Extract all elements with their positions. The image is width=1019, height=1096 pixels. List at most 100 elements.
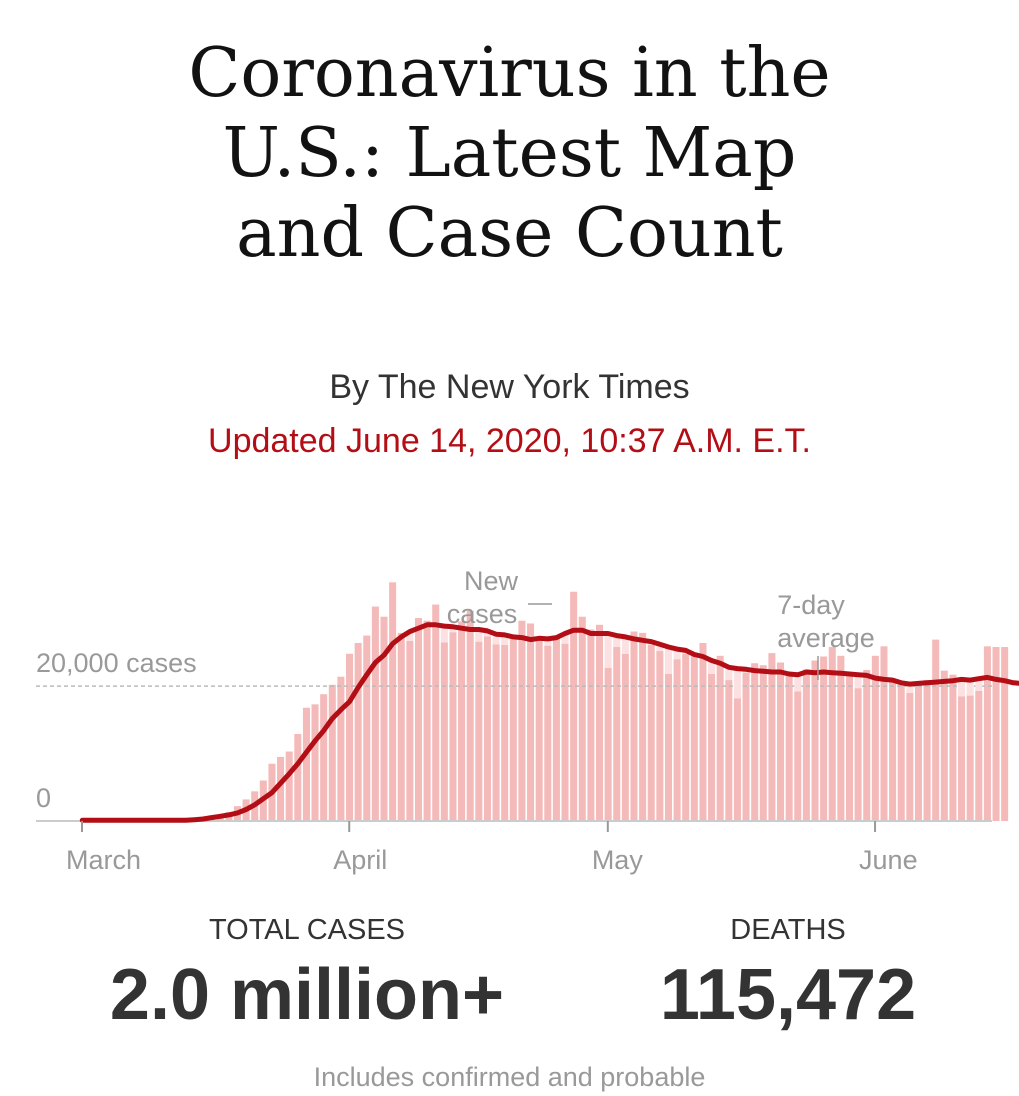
avg-gap: [733, 668, 741, 699]
bar: [492, 644, 500, 821]
bar: [742, 672, 750, 821]
bar: [897, 682, 905, 821]
x-tick-label: April: [333, 845, 387, 875]
bar: [708, 674, 716, 821]
bar: [440, 642, 448, 821]
x-axis: March April May June: [66, 821, 918, 875]
bar: [587, 629, 595, 821]
bar: [535, 637, 543, 821]
deaths-label: DEATHS: [730, 914, 846, 946]
bar: [751, 663, 759, 821]
avg-gap: [664, 647, 672, 675]
avg-gap: [492, 634, 500, 645]
bar: [302, 707, 310, 821]
bar: [449, 632, 457, 821]
bar: [794, 691, 802, 821]
bar: [983, 646, 991, 821]
bar: [906, 692, 914, 821]
bar: [346, 653, 354, 821]
bar: [716, 655, 724, 821]
x-tick-label: May: [592, 845, 644, 875]
bar: [932, 639, 940, 821]
y-tick-label: 0: [36, 783, 51, 813]
bar: [363, 635, 371, 821]
bar: [483, 636, 491, 821]
avg-gap: [725, 667, 733, 681]
y-tick-label: 20,000 cases: [36, 648, 197, 678]
avg-gap: [604, 633, 612, 668]
x-tick-label: June: [859, 845, 918, 875]
bar: [294, 734, 302, 821]
bar: [949, 674, 957, 821]
bar: [570, 591, 578, 821]
bar: [639, 632, 647, 821]
avg-gap: [544, 638, 552, 646]
bar: [992, 647, 1000, 821]
bar: [1001, 647, 1009, 821]
x-tick-label: March: [66, 845, 141, 875]
avg-gap: [613, 635, 621, 648]
avg-gap: [958, 679, 966, 697]
total-cases-value: 2.0 million+: [109, 955, 505, 1035]
bar: [397, 632, 405, 821]
bar: [785, 675, 793, 821]
avg-gap: [975, 678, 983, 691]
bar: [475, 641, 483, 821]
avg-gap: [708, 660, 716, 675]
annotation-seven-day-average: average: [777, 623, 875, 653]
bar: [880, 646, 888, 821]
avg-gap: [621, 636, 629, 654]
bar: [914, 682, 922, 821]
bar: [768, 653, 776, 821]
bar: [337, 676, 345, 821]
bar: [820, 656, 828, 821]
bar: [699, 642, 707, 821]
bar: [777, 662, 785, 821]
avg-gap: [440, 626, 448, 643]
bar: [811, 660, 819, 821]
annotation-new-cases: cases: [447, 599, 518, 629]
bar: [725, 680, 733, 821]
bar: [328, 684, 336, 821]
seven-day-average-line: [79, 622, 1019, 823]
bar: [647, 645, 655, 821]
deaths-value: 115,472: [659, 955, 917, 1035]
bar: [320, 694, 328, 821]
bar: [871, 655, 879, 821]
avg-gap: [449, 626, 457, 633]
updated-timestamp: Updated June 14, 2020, 10:37 A.M. E.T.: [208, 422, 811, 460]
avg-gap: [906, 684, 914, 693]
bar: [630, 631, 638, 821]
avg-gap: [561, 633, 569, 644]
bar: [527, 623, 535, 821]
bar: [802, 669, 810, 821]
headline: Coronavirus in the U.S.: Latest Map and …: [0, 34, 1019, 274]
bar: [311, 704, 319, 821]
bar: [466, 610, 474, 821]
avg-gap: [673, 649, 681, 660]
footnote: Includes confirmed and probable: [313, 1062, 706, 1092]
bar: [354, 642, 362, 821]
avg-gap: [406, 631, 414, 641]
bar: [656, 651, 664, 821]
byline: By The New York Times: [329, 368, 690, 406]
bar: [604, 667, 612, 821]
bar: [518, 620, 526, 821]
bar: [544, 645, 552, 821]
bar: [975, 690, 983, 821]
bar: [837, 655, 845, 821]
bar: [664, 674, 672, 821]
bar: [828, 647, 836, 821]
bar: [406, 640, 414, 821]
bar: [389, 582, 397, 821]
annotation-seven-day-average: 7-day: [777, 590, 845, 620]
bar: [501, 645, 509, 821]
bar: [561, 643, 569, 821]
bar: [380, 616, 388, 821]
bar: [432, 604, 440, 821]
annotation-new-cases: New: [464, 566, 519, 596]
bar: [845, 674, 853, 821]
bar: [277, 756, 285, 821]
avg-gap: [656, 644, 664, 652]
bar: [889, 680, 897, 821]
